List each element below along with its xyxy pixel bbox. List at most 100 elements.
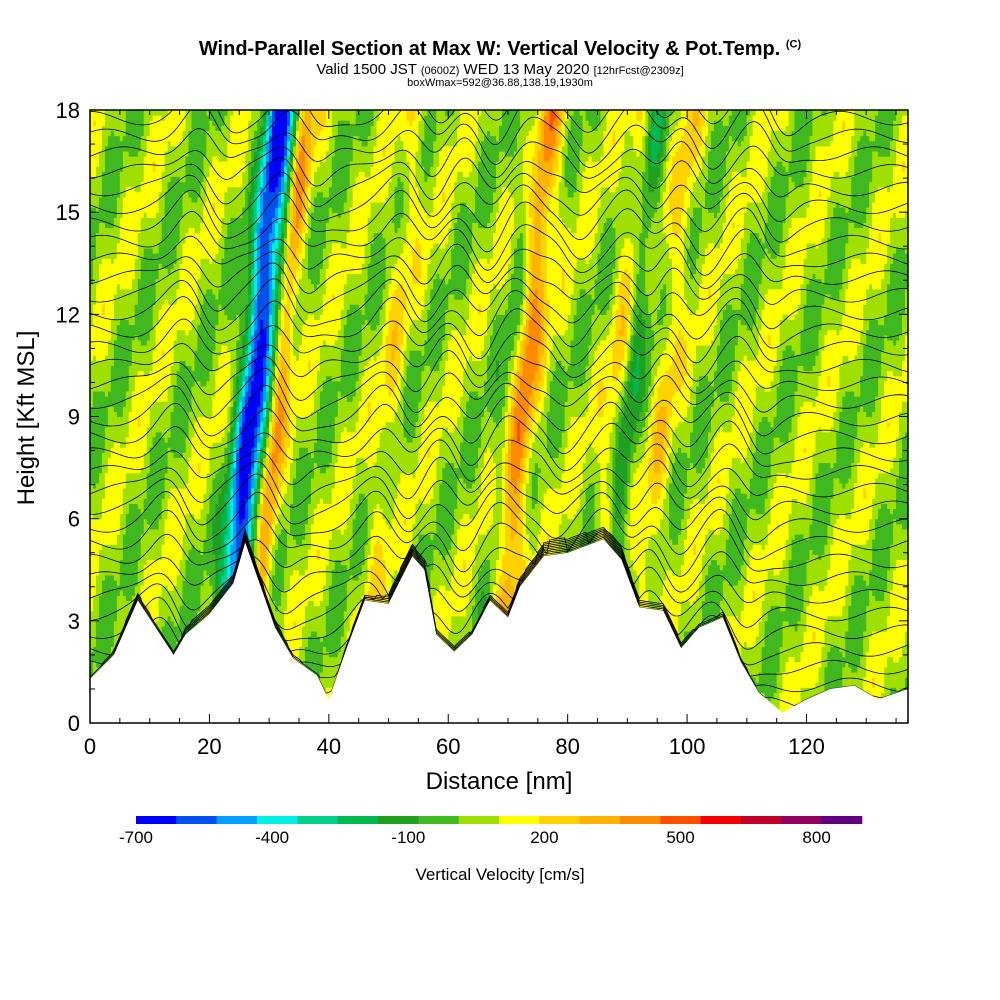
velocity-cell	[122, 436, 127, 443]
velocity-cell	[95, 656, 100, 663]
velocity-cell	[182, 544, 187, 550]
velocity-cell	[158, 191, 163, 198]
velocity-cell	[137, 559, 142, 566]
velocity-cell	[182, 462, 187, 469]
velocity-cell	[110, 457, 115, 464]
velocity-cell	[152, 610, 157, 617]
velocity-cell	[116, 201, 121, 208]
velocity-cell	[137, 171, 142, 178]
velocity-cell	[146, 462, 151, 469]
velocity-cell	[110, 564, 115, 571]
velocity-cell	[119, 600, 124, 607]
velocity-cell	[158, 600, 163, 607]
velocity-cell	[110, 253, 115, 259]
velocity-cell	[155, 186, 160, 193]
velocity-cell	[125, 411, 130, 418]
velocity-cell	[176, 344, 181, 351]
velocity-cell	[131, 518, 136, 525]
velocity-cell	[122, 268, 127, 275]
velocity-cell	[149, 431, 154, 438]
velocity-cell	[119, 365, 124, 372]
velocity-cell	[134, 324, 139, 331]
velocity-cell	[90, 181, 94, 188]
velocity-cell	[90, 309, 94, 315]
velocity-cell	[107, 370, 112, 377]
velocity-cell	[110, 585, 115, 591]
velocity-cell	[98, 523, 103, 530]
velocity-cell	[131, 232, 136, 239]
velocity-cell	[176, 263, 181, 269]
velocity-cell	[101, 518, 106, 525]
velocity-cell	[149, 488, 154, 494]
velocity-cell	[92, 237, 97, 244]
velocity-cell	[119, 268, 124, 275]
velocity-cell	[170, 232, 175, 239]
velocity-cell	[155, 258, 160, 264]
velocity-cell	[116, 431, 121, 438]
velocity-cell	[113, 574, 118, 581]
velocity-cell	[131, 222, 136, 229]
velocity-cell	[95, 207, 100, 213]
velocity-cell	[167, 579, 172, 586]
velocity-cell	[134, 574, 139, 581]
velocity-cell	[101, 110, 106, 116]
velocity-cell	[107, 544, 112, 550]
velocity-cell	[92, 288, 97, 295]
velocity-cell	[90, 631, 94, 637]
velocity-cell	[107, 360, 112, 367]
velocity-cell	[146, 436, 151, 443]
velocity-cell	[104, 150, 109, 157]
velocity-cell	[134, 585, 139, 591]
velocity-cell	[104, 457, 109, 464]
velocity-cell	[161, 421, 166, 428]
velocity-cell	[90, 564, 94, 571]
velocity-cell	[167, 436, 172, 443]
velocity-cell	[140, 258, 145, 264]
velocity-cell	[179, 590, 184, 596]
velocity-cell	[98, 247, 103, 254]
velocity-cell	[119, 299, 124, 305]
velocity-cell	[122, 569, 127, 576]
velocity-cell	[119, 488, 124, 494]
velocity-cell	[155, 380, 160, 387]
velocity-cell	[101, 217, 106, 223]
velocity-cell	[116, 370, 121, 377]
velocity-cell	[161, 585, 166, 591]
velocity-cell	[113, 355, 118, 361]
velocity-cell	[167, 314, 172, 321]
velocity-cell	[161, 477, 166, 484]
velocity-cell	[90, 207, 94, 213]
velocity-cell	[128, 140, 133, 147]
velocity-cell	[110, 477, 115, 484]
velocity-cell	[146, 493, 151, 499]
velocity-cell	[152, 237, 157, 244]
velocity-cell	[149, 416, 154, 423]
velocity-cell	[143, 115, 148, 121]
velocity-cell	[143, 518, 148, 525]
velocity-cell	[152, 431, 157, 438]
velocity-cell	[134, 564, 139, 571]
velocity-cell	[176, 396, 181, 402]
velocity-cell	[122, 564, 127, 571]
velocity-cell	[95, 339, 100, 346]
velocity-cell	[167, 283, 172, 290]
velocity-cell	[155, 176, 160, 183]
velocity-cell	[167, 641, 172, 647]
velocity-cell	[167, 370, 172, 377]
velocity-cell	[92, 304, 97, 310]
velocity-cell	[158, 115, 163, 121]
velocity-cell	[173, 559, 178, 566]
velocity-cell	[152, 232, 157, 239]
velocity-cell	[90, 498, 94, 504]
velocity-cell	[134, 196, 139, 203]
velocity-cell	[131, 564, 136, 571]
velocity-cell	[104, 166, 109, 172]
velocity-cell	[110, 554, 115, 561]
velocity-cell	[134, 421, 139, 428]
velocity-cell	[176, 452, 181, 458]
velocity-cell	[128, 385, 133, 392]
velocity-cell	[101, 140, 106, 147]
velocity-cell	[134, 344, 139, 351]
velocity-cell	[104, 533, 109, 540]
velocity-cell	[104, 293, 109, 300]
